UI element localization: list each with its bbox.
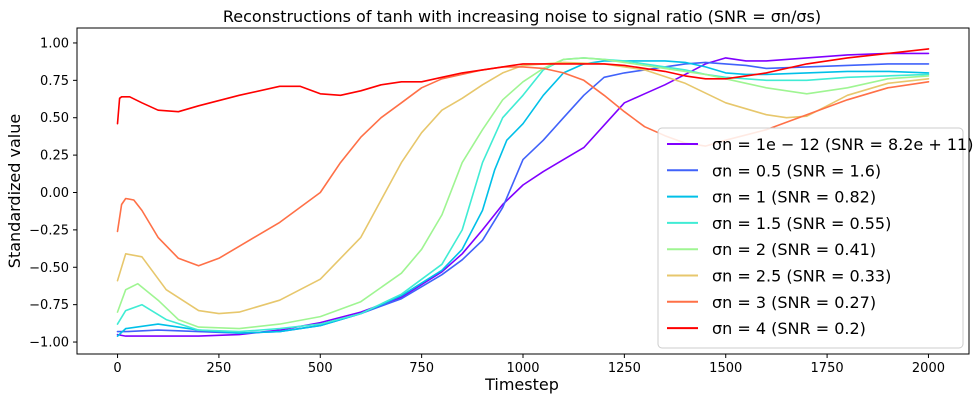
y-tick-label: 0.50 [40,111,69,126]
series-line-8 [116,48,930,125]
x-tick-label: 500 [308,361,333,376]
y-tick-label: 0.00 [40,186,69,201]
y-axis-label: Standardized value [5,114,24,268]
legend-label-6: σn = 2.5 (SNR = 0.33) [712,267,891,286]
legend-label-5: σn = 2 (SNR = 0.41) [712,240,876,259]
x-tick-label: 1750 [811,361,844,376]
x-tick-label: 1500 [709,361,742,376]
y-tick-label: 0.25 [40,149,69,164]
y-tick-label: 0.75 [40,74,69,89]
x-tick-label: 750 [409,361,434,376]
y-tick-label: 1.00 [40,36,69,51]
legend-label-7: σn = 3 (SNR = 0.27) [712,293,876,312]
plot-area [76,27,970,355]
x-tick-label: 1250 [608,361,641,376]
series-line-6 [116,61,930,315]
x-axis-label: Timestep [484,375,559,394]
legend: σn = 1e − 12 (SNR = 8.2e + 11) σn = 0.5 (… [657,127,973,349]
x-tick-label: 250 [206,361,231,376]
x-tick-label: 2000 [912,361,945,376]
x-tick-label: 1000 [506,361,539,376]
y-axis: −1.00 −0.75 −0.50 −0.25 0.00 0.25 0.50 0.75 1.00 [29,36,77,351]
series-line-4 [116,57,930,333]
legend-label-8: σn = 4 (SNR = 0.2) [712,319,866,338]
chart-title: Reconstructions of tanh with increasing … [223,7,821,26]
series-line-1 [116,52,930,337]
series-line-3 [116,60,930,337]
x-tick-label: 0 [113,361,121,376]
legend-label-4: σn = 1.5 (SNR = 0.55) [712,214,891,233]
series-lines [116,48,930,337]
legend-label-1: σn = 1e − 12 (SNR = 8.2e + 11) [712,135,973,154]
legend-frame [657,127,964,349]
legend-label-3: σn = 1 (SNR = 0.82) [712,188,876,207]
y-tick-label: −0.25 [29,223,69,238]
legend-label-2: σn = 0.5 (SNR = 1.6) [712,161,881,180]
x-axis: 0 250 500 750 1000 1250 1500 1750 2000 [113,354,945,376]
y-tick-label: −0.50 [29,261,69,276]
y-tick-label: −0.75 [29,298,69,313]
series-line-5 [116,57,930,330]
y-tick-label: −1.00 [29,336,69,351]
